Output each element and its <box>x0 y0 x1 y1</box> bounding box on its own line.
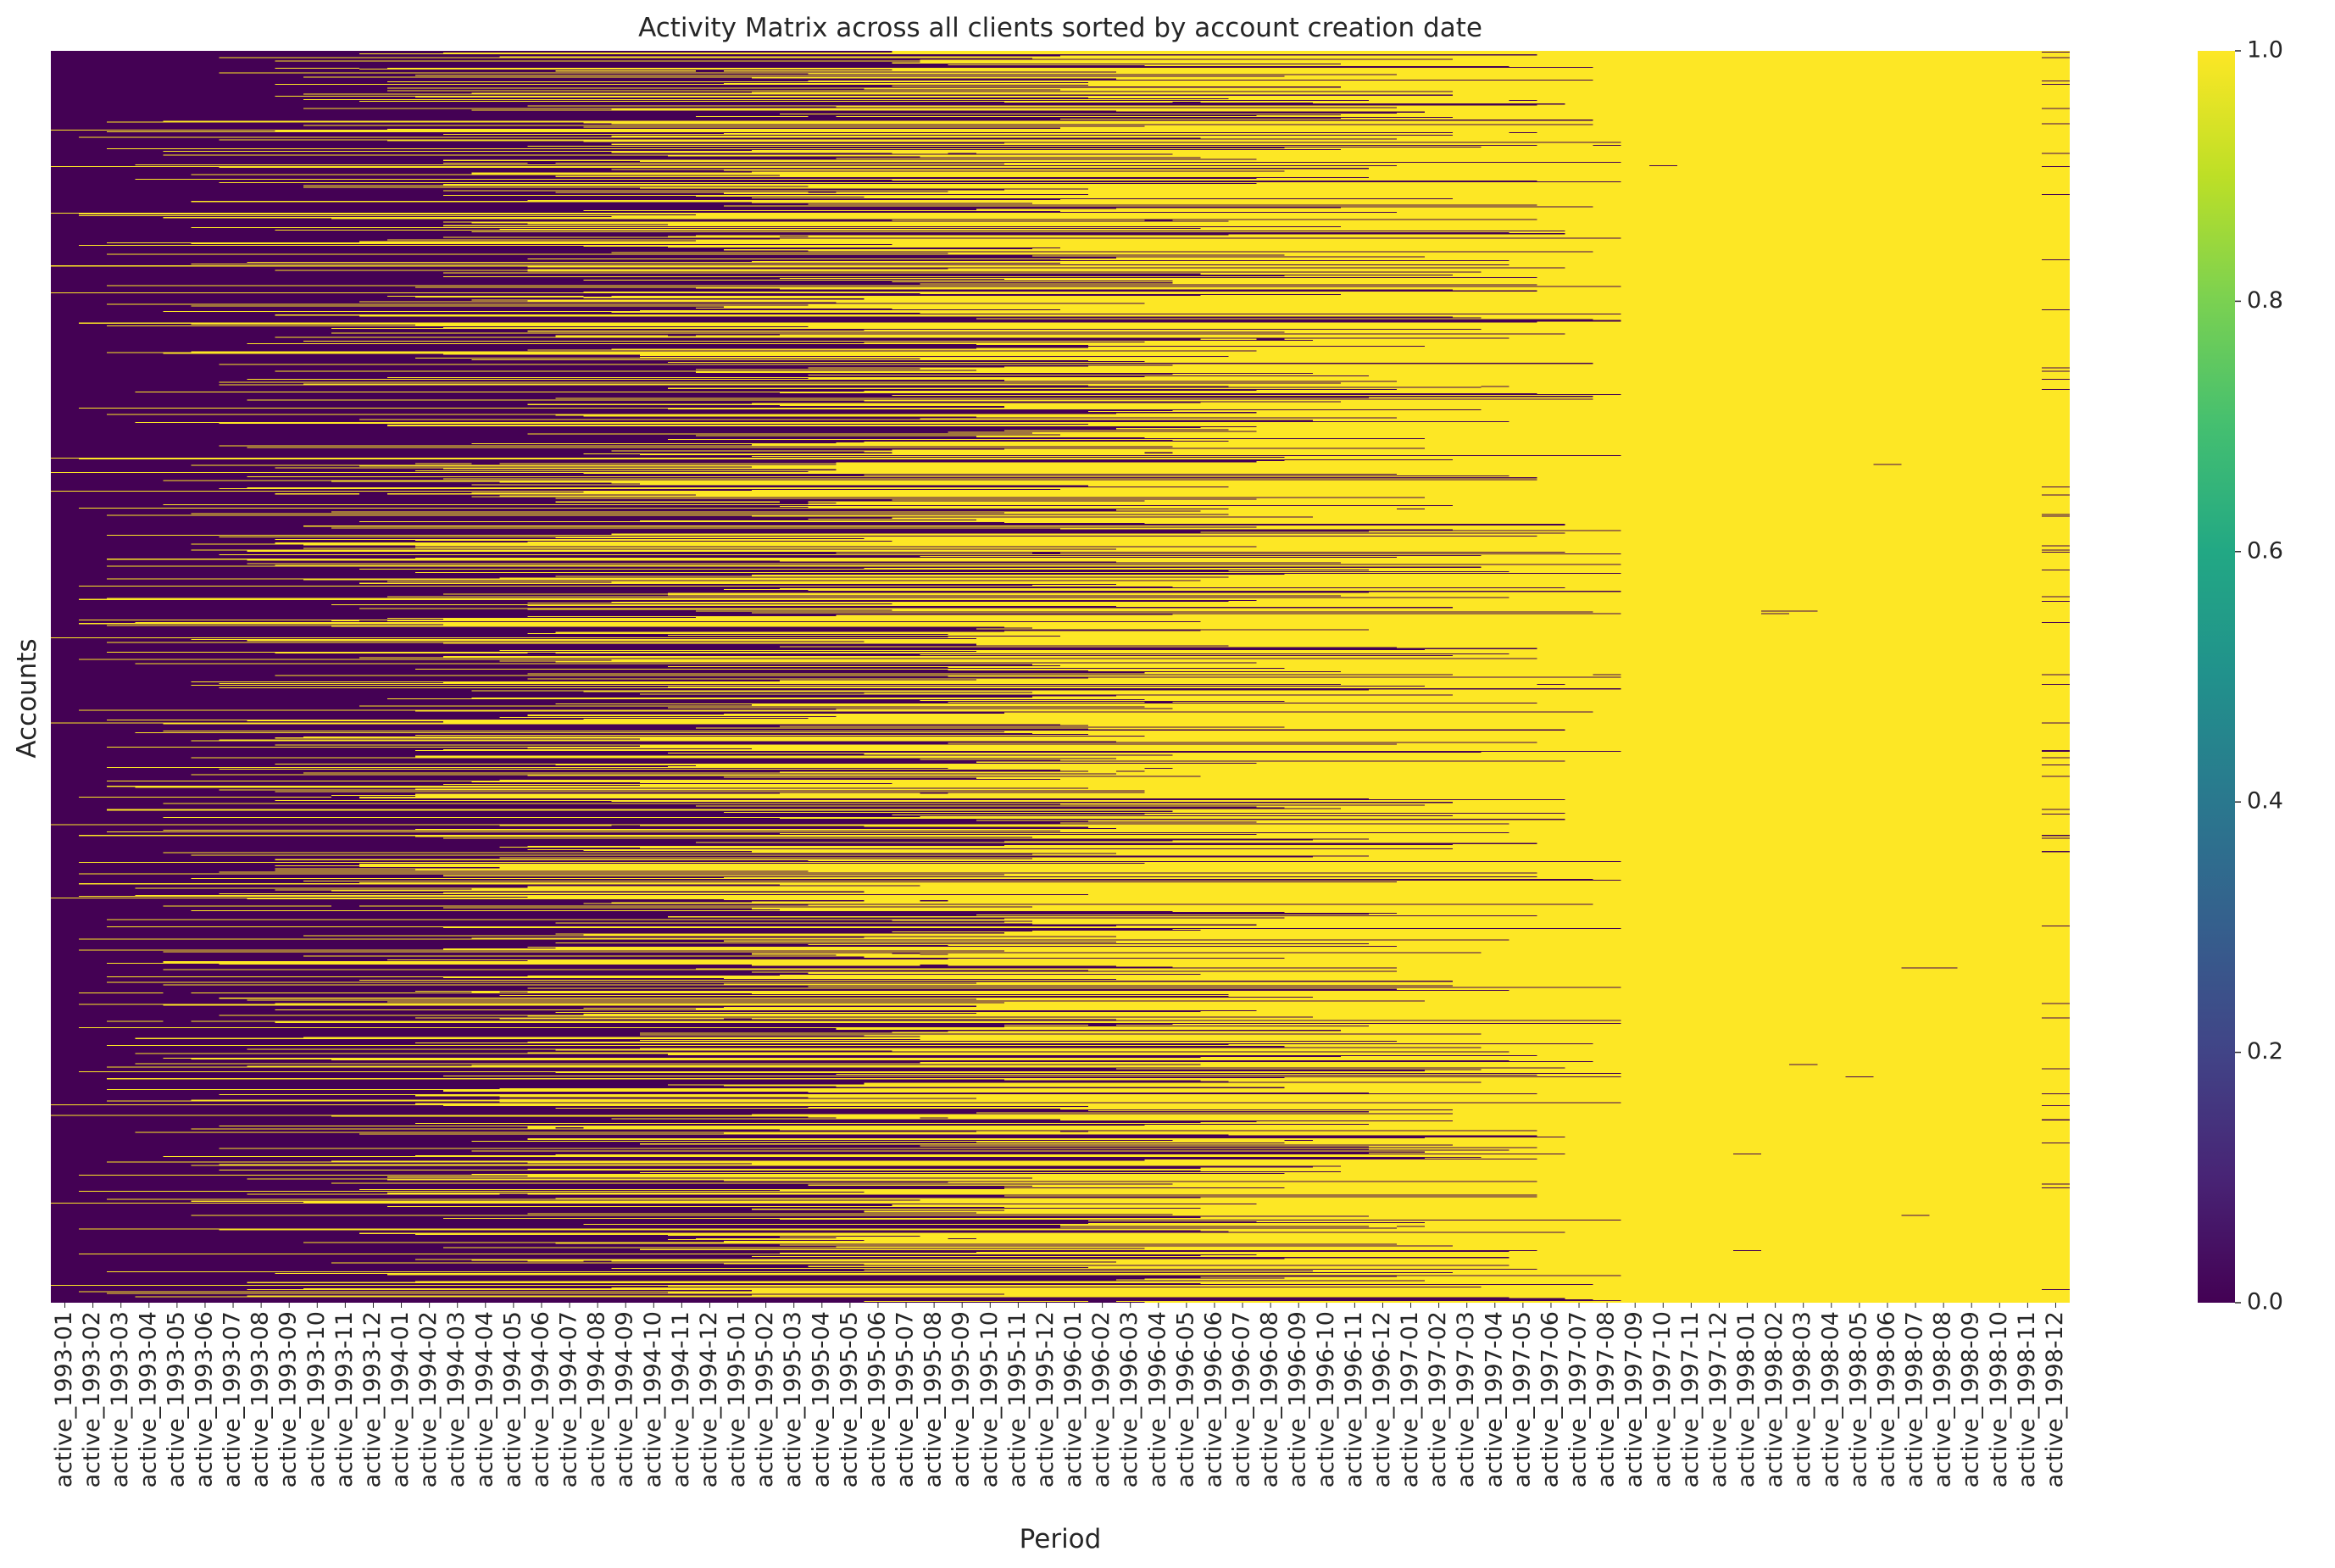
colorbar-tick-label: 0.0 <box>2247 1289 2283 1315</box>
x-tick-label: active_1995-08 <box>920 1311 947 1487</box>
x-axis-label: Period <box>1020 1524 1102 1554</box>
colorbar-tick-label: 0.6 <box>2247 537 2283 564</box>
colorbar-tick-label: 0.2 <box>2247 1038 2283 1065</box>
x-tick-label: active_1993-01 <box>51 1311 77 1487</box>
x-tick-label: active_1993-04 <box>135 1311 161 1487</box>
x-tick-label: active_1997-08 <box>1593 1311 1620 1487</box>
x-tick-label: active_1994-01 <box>387 1311 414 1487</box>
x-tick-label: active_1995-11 <box>1004 1311 1031 1487</box>
x-tick-label: active_1997-05 <box>1509 1311 1535 1487</box>
x-tick-label: active_1998-10 <box>1986 1311 2012 1487</box>
x-tick-label: active_1994-02 <box>415 1311 442 1487</box>
x-tick-label: active_1998-08 <box>1930 1311 1956 1487</box>
colorbar-ticks: 0.0 0.2 0.4 0.6 0.8 1.0 <box>2235 37 2283 1315</box>
x-tick-label: active_1996-07 <box>1229 1311 1255 1487</box>
x-tick-label: active_1998-04 <box>1817 1311 1843 1487</box>
x-tick-label: active_1993-09 <box>275 1311 302 1487</box>
x-tick-label: active_1993-08 <box>247 1311 274 1487</box>
x-tick-label: active_1997-02 <box>1425 1311 1451 1487</box>
x-tick-label: active_1998-03 <box>1789 1311 1815 1487</box>
x-tick-label: active_1993-11 <box>331 1311 358 1487</box>
x-tick-label: active_1995-10 <box>976 1311 1003 1487</box>
x-tick-label: active_1996-08 <box>1257 1311 1283 1487</box>
x-tick-label: active_1995-09 <box>948 1311 975 1487</box>
x-tick-label: active_1998-09 <box>1958 1311 1984 1487</box>
x-tick-label: active_1994-07 <box>556 1311 582 1487</box>
x-tick-label: active_1997-07 <box>1565 1311 1592 1487</box>
x-tick-label: active_1994-05 <box>499 1311 525 1487</box>
x-tick-label: active_1996-10 <box>1313 1311 1339 1487</box>
x-tick-label: active_1993-12 <box>359 1311 386 1487</box>
x-tick-label: active_1993-07 <box>220 1311 246 1487</box>
heatmap-cells <box>51 51 2070 1303</box>
x-tick-label: active_1993-02 <box>79 1311 105 1487</box>
x-tick-label: active_1998-02 <box>1761 1311 1787 1487</box>
x-tick-label: active_1994-08 <box>584 1311 610 1487</box>
x-tick-label: active_1996-01 <box>1060 1311 1087 1487</box>
x-tick-label: active_1998-11 <box>2014 1311 2040 1487</box>
y-axis-label: Accounts <box>12 638 42 758</box>
x-tick-label: active_1993-05 <box>163 1311 189 1487</box>
x-tick-label: active_1995-01 <box>724 1311 750 1487</box>
x-tick-label: active_1998-12 <box>2042 1311 2068 1487</box>
x-tick-label: active_1998-06 <box>1873 1311 1899 1487</box>
x-tick-label: active_1995-05 <box>836 1311 862 1487</box>
x-tick-labels: active_1993-01 active_1993-02 active_1993-… <box>51 1303 2068 1487</box>
colorbar-tick-label: 1.0 <box>2247 37 2283 64</box>
x-tick-label: active_1997-03 <box>1453 1311 1479 1487</box>
x-tick-label: active_1998-01 <box>1733 1311 1760 1487</box>
x-tick-label: active_1995-06 <box>864 1311 890 1487</box>
x-tick-label: active_1995-04 <box>808 1311 834 1487</box>
x-tick-label: active_1994-03 <box>443 1311 470 1487</box>
x-tick-label: active_1996-05 <box>1172 1311 1198 1487</box>
x-tick-label: active_1995-12 <box>1032 1311 1059 1487</box>
colorbar: 0.0 0.2 0.4 0.6 0.8 1.0 <box>2198 37 2283 1315</box>
x-tick-label: active_1993-10 <box>303 1311 330 1487</box>
x-tick-label: active_1996-11 <box>1341 1311 1367 1487</box>
x-tick-label: active_1997-10 <box>1649 1311 1676 1487</box>
x-tick-label: active_1997-01 <box>1397 1311 1423 1487</box>
x-tick-label: active_1994-11 <box>668 1311 694 1487</box>
x-tick-label: active_1996-02 <box>1088 1311 1115 1487</box>
x-tick-label: active_1994-06 <box>527 1311 553 1487</box>
x-tick-label: active_1996-04 <box>1144 1311 1170 1487</box>
heatmap-area <box>51 51 2070 1303</box>
x-tick-label: active_1996-09 <box>1285 1311 1311 1487</box>
x-tick-label: active_1994-12 <box>696 1311 722 1487</box>
colorbar-gradient <box>2198 51 2235 1303</box>
colorbar-tick-label: 0.8 <box>2247 287 2283 314</box>
x-tick-label: active_1993-03 <box>107 1311 133 1487</box>
chart-title: Activity Matrix across all clients sorte… <box>638 13 1482 43</box>
x-tick-label: active_1997-12 <box>1705 1311 1732 1487</box>
x-tick-label: active_1995-03 <box>780 1311 806 1487</box>
x-tick-label: active_1997-09 <box>1621 1311 1648 1487</box>
x-tick-label: active_1996-03 <box>1116 1311 1142 1487</box>
x-tick-label: active_1993-06 <box>191 1311 217 1487</box>
x-tick-label: active_1998-05 <box>1845 1311 1871 1487</box>
colorbar-tick-label: 0.4 <box>2247 788 2283 815</box>
x-tick-label: active_1998-07 <box>1902 1311 1928 1487</box>
x-tick-label: active_1995-07 <box>892 1311 919 1487</box>
x-tick-label: active_1994-04 <box>471 1311 498 1487</box>
x-tick-label: active_1994-09 <box>612 1311 638 1487</box>
x-tick-label: active_1997-04 <box>1481 1311 1507 1487</box>
x-tick-label: active_1996-12 <box>1369 1311 1395 1487</box>
x-tick-label: active_1997-11 <box>1677 1311 1704 1487</box>
x-tick-label: active_1997-06 <box>1537 1311 1563 1487</box>
x-tick-label: active_1994-10 <box>640 1311 666 1487</box>
x-tick-label: active_1995-02 <box>752 1311 778 1487</box>
x-tick-label: active_1996-06 <box>1200 1311 1226 1487</box>
